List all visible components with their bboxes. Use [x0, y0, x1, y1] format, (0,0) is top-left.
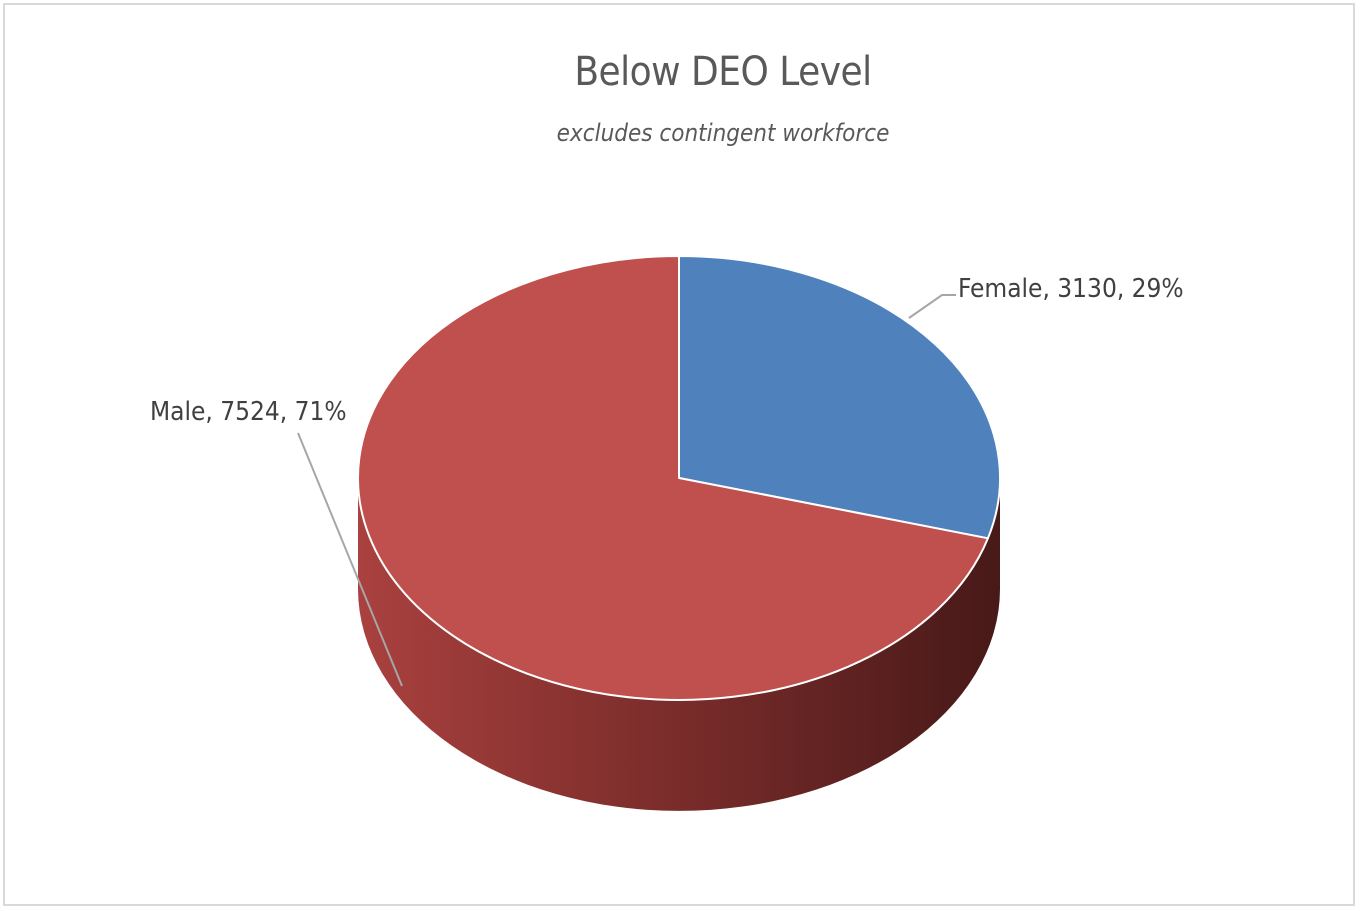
pie-side-male	[358, 478, 1000, 811]
chart-title: Below DEO Level	[574, 49, 872, 95]
leader-line-female	[908, 294, 956, 319]
chart-subtitle: excludes contingent workforce	[556, 119, 890, 147]
pie-slice-female	[678, 255, 1001, 540]
leader-line-male	[297, 432, 403, 687]
data-label-male: Male, 7524, 71%	[150, 397, 347, 427]
pie-slice-male	[357, 255, 989, 701]
data-label-female: Female, 3130, 29%	[958, 274, 1184, 304]
